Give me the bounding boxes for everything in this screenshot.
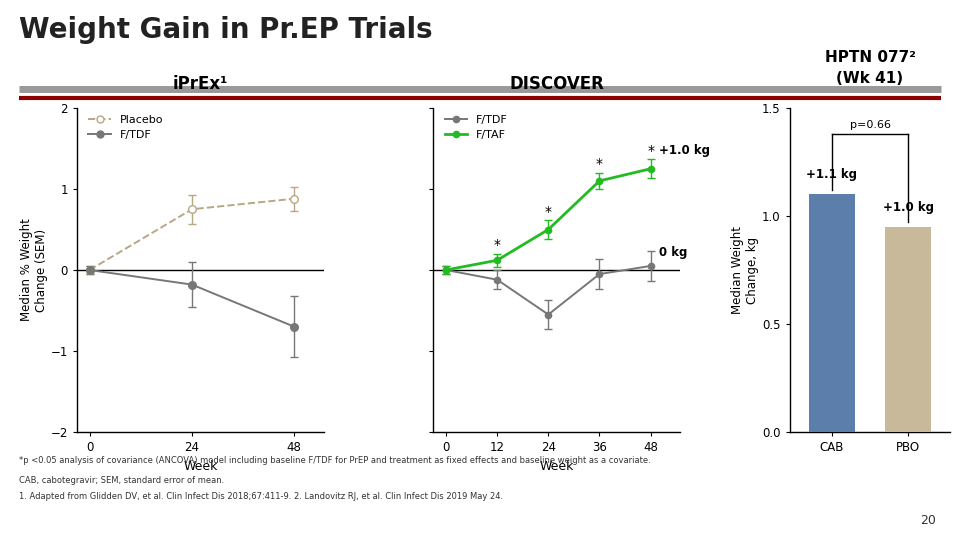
Text: 1. Adapted from Glidden DV, et al. Clin Infect Dis 2018;67:411-9. 2. Landovitz R: 1. Adapted from Glidden DV, et al. Clin … bbox=[19, 492, 503, 502]
Text: *: * bbox=[596, 157, 603, 171]
X-axis label: Week: Week bbox=[540, 460, 574, 472]
Text: p=0.66: p=0.66 bbox=[850, 119, 891, 130]
Text: *: * bbox=[545, 205, 552, 219]
Text: *: * bbox=[647, 144, 654, 158]
Text: (Wk 41): (Wk 41) bbox=[836, 71, 903, 86]
Text: DISCOVER: DISCOVER bbox=[510, 75, 604, 93]
Y-axis label: Median Weight
Change, kg: Median Weight Change, kg bbox=[732, 226, 759, 314]
Text: iPrEx¹: iPrEx¹ bbox=[173, 75, 228, 93]
Text: 0 kg: 0 kg bbox=[660, 246, 687, 259]
Text: *p <0.05 analysis of covariance (ANCOVA) model including baseline F/TDF for PrEP: *p <0.05 analysis of covariance (ANCOVA)… bbox=[19, 456, 651, 465]
Text: +1.0 kg: +1.0 kg bbox=[883, 201, 934, 214]
Text: +1.1 kg: +1.1 kg bbox=[806, 168, 857, 181]
Legend: F/TDF, F/TAF: F/TDF, F/TAF bbox=[441, 110, 513, 145]
X-axis label: Week: Week bbox=[183, 460, 218, 472]
Text: 20: 20 bbox=[920, 514, 936, 526]
Legend: Placebo, F/TDF: Placebo, F/TDF bbox=[84, 110, 167, 145]
Text: *: * bbox=[493, 238, 501, 252]
Bar bbox=[885, 227, 931, 432]
Text: +1.0 kg: +1.0 kg bbox=[660, 144, 710, 157]
Text: Weight Gain in Pr.EP Trials: Weight Gain in Pr.EP Trials bbox=[19, 16, 433, 44]
Text: HPTN 077²: HPTN 077² bbox=[825, 50, 916, 65]
Bar bbox=[809, 194, 854, 432]
Text: CAB, cabotegravir; SEM, standard error of mean.: CAB, cabotegravir; SEM, standard error o… bbox=[19, 476, 225, 485]
Y-axis label: Median % Weight
Change (SEM): Median % Weight Change (SEM) bbox=[19, 219, 48, 321]
